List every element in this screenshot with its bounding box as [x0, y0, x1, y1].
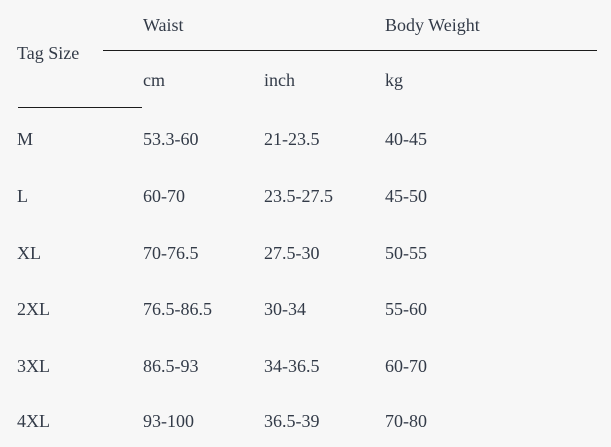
row-weight-kg: 70-80 [385, 411, 427, 431]
row-weight-kg: 45-50 [385, 186, 427, 206]
row-size-label: 2XL [17, 299, 50, 319]
row-waist-inch: 30-34 [264, 299, 306, 319]
unit-header-kg: kg [385, 70, 403, 90]
row-size-label: 3XL [17, 356, 50, 376]
row-size-label: 4XL [17, 411, 50, 431]
row-size-label: M [17, 129, 34, 149]
table-row: 2XL 76.5-86.5 30-34 55-60 [0, 299, 611, 321]
row-waist-inch: 36.5-39 [264, 411, 320, 431]
row-weight-kg: 50-55 [385, 243, 427, 263]
column-group-header-body-weight: Body Weight [385, 15, 480, 35]
tag-size-underline [18, 107, 142, 108]
row-waist-inch: 21-23.5 [264, 129, 320, 149]
row-weight-kg: 60-70 [385, 356, 427, 376]
row-waist-cm: 53.3-60 [143, 129, 199, 149]
corner-header-tag-size: Tag Size [17, 43, 80, 63]
row-size-label: XL [17, 243, 41, 263]
row-size-label: L [17, 186, 28, 206]
row-weight-kg: 55-60 [385, 299, 427, 319]
header-divider-line [103, 50, 597, 51]
row-waist-cm: 76.5-86.5 [143, 299, 212, 319]
row-waist-cm: 60-70 [143, 186, 185, 206]
table-row: XL 70-76.5 27.5-30 50-55 [0, 243, 611, 265]
table-row: 3XL 86.5-93 34-36.5 60-70 [0, 356, 611, 378]
row-waist-inch: 27.5-30 [264, 243, 320, 263]
row-waist-cm: 93-100 [143, 411, 194, 431]
column-group-header-waist: Waist [143, 15, 184, 35]
row-waist-inch: 34-36.5 [264, 356, 320, 376]
row-waist-cm: 86.5-93 [143, 356, 199, 376]
unit-header-cm: cm [143, 70, 165, 90]
unit-header-inch: inch [264, 70, 295, 90]
table-row: L 60-70 23.5-27.5 45-50 [0, 186, 611, 208]
table-row: 4XL 93-100 36.5-39 70-80 [0, 411, 611, 433]
row-waist-inch: 23.5-27.5 [264, 186, 333, 206]
table-row: M 53.3-60 21-23.5 40-45 [0, 129, 611, 151]
row-waist-cm: 70-76.5 [143, 243, 199, 263]
row-weight-kg: 40-45 [385, 129, 427, 149]
